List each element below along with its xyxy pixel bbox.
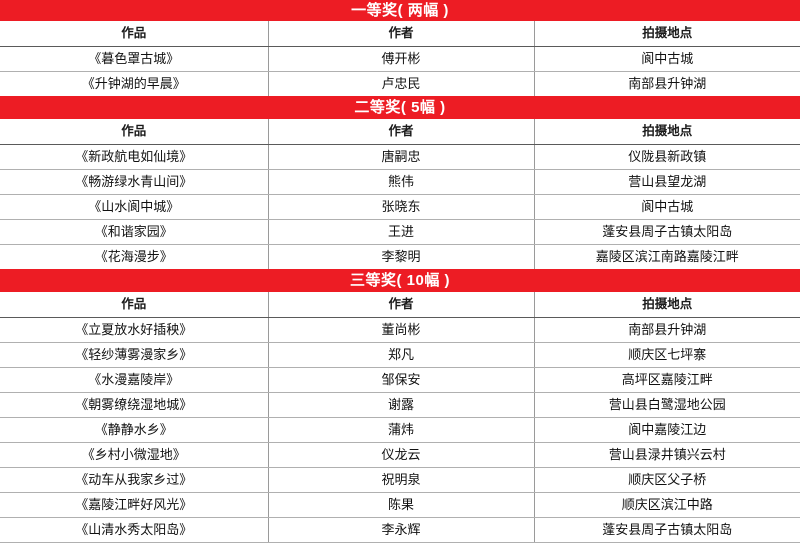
cell-work: 《暮色罩古城》 <box>0 46 269 72</box>
column-header-place: 拍摄地点 <box>534 21 800 47</box>
cell-place: 南部县升钟湖 <box>534 71 800 96</box>
table-row: 《乡村小微湿地》 仪龙云 营山县渌井镇兴云村 <box>0 442 800 468</box>
cell-place: 顺庆区父子桥 <box>534 467 800 493</box>
table-row: 《山清水秀太阳岛》 李永辉 蓬安县周子古镇太阳岛 <box>0 517 800 543</box>
cell-place: 南部县升钟湖 <box>534 317 800 343</box>
table-row: 《静静水乡》 蒲炜 阆中嘉陵江边 <box>0 417 800 443</box>
column-header-place: 拍摄地点 <box>534 292 800 318</box>
table-row: 《动车从我家乡过》 祝明泉 顺庆区父子桥 <box>0 467 800 493</box>
cell-work: 《山水阆中城》 <box>0 194 269 220</box>
section-banner-label: 一等奖( 两幅 ) <box>0 0 800 21</box>
column-header-work: 作品 <box>0 21 269 47</box>
table-row: 《立夏放水好插秧》 董尚彬 南部县升钟湖 <box>0 317 800 343</box>
column-header-work: 作品 <box>0 292 269 318</box>
cell-author: 董尚彬 <box>268 317 535 343</box>
cell-author: 唐嗣忠 <box>268 144 535 170</box>
column-header-row-second-prize: 作品 作者 拍摄地点 <box>0 119 800 145</box>
cell-author: 傅开彬 <box>268 46 535 72</box>
cell-work: 《嘉陵江畔好风光》 <box>0 492 269 518</box>
cell-place: 蓬安县周子古镇太阳岛 <box>534 219 800 245</box>
cell-work: 《山清水秀太阳岛》 <box>0 517 269 543</box>
cell-work: 《和谐家园》 <box>0 219 269 245</box>
table-row: 《嘉陵江畔好风光》 陈果 顺庆区滨江中路 <box>0 492 800 518</box>
column-header-author: 作者 <box>268 21 535 47</box>
cell-place: 阆中古城 <box>534 46 800 72</box>
cell-work: 《朝雾缭绕湿地城》 <box>0 392 269 418</box>
cell-place: 阆中嘉陵江边 <box>534 417 800 443</box>
cell-author: 谢露 <box>268 392 535 418</box>
cell-author: 祝明泉 <box>268 467 535 493</box>
cell-author: 蒲炜 <box>268 417 535 443</box>
cell-work: 《乡村小微湿地》 <box>0 442 269 468</box>
column-header-row-first-prize: 作品 作者 拍摄地点 <box>0 21 800 47</box>
cell-work: 《立夏放水好插秧》 <box>0 317 269 343</box>
cell-author: 张晓东 <box>268 194 535 220</box>
column-header-author: 作者 <box>268 292 535 318</box>
table-row: 《和谐家园》 王进 蓬安县周子古镇太阳岛 <box>0 219 800 245</box>
cell-author: 邹保安 <box>268 367 535 393</box>
cell-author: 陈果 <box>268 492 535 518</box>
cell-place: 顺庆区七坪寨 <box>534 342 800 368</box>
section-banner-first-prize: 一等奖( 两幅 ) <box>0 0 800 21</box>
table-row: 《朝雾缭绕湿地城》 谢露 营山县白鹭湿地公园 <box>0 392 800 418</box>
cell-place: 营山县望龙湖 <box>534 169 800 195</box>
table-row: 《畅游绿水青山间》 熊伟 营山县望龙湖 <box>0 169 800 195</box>
section-banner-label: 三等奖( 10幅 ) <box>0 269 800 292</box>
cell-author: 王进 <box>268 219 535 245</box>
table-row: 《山水阆中城》 张晓东 阆中古城 <box>0 194 800 220</box>
section-banner-second-prize: 二等奖( 5幅 ) <box>0 96 800 119</box>
cell-place: 仪陇县新政镇 <box>534 144 800 170</box>
cell-work: 《花海漫步》 <box>0 244 269 269</box>
cell-work: 《畅游绿水青山间》 <box>0 169 269 195</box>
table-row: 《水漫嘉陵岸》 邹保安 高坪区嘉陵江畔 <box>0 367 800 393</box>
cell-place: 营山县白鹭湿地公园 <box>534 392 800 418</box>
cell-work: 《水漫嘉陵岸》 <box>0 367 269 393</box>
cell-author: 李黎明 <box>268 244 535 269</box>
column-header-author: 作者 <box>268 119 535 145</box>
cell-author: 仪龙云 <box>268 442 535 468</box>
table-row: 《升钟湖的早晨》 卢忠民 南部县升钟湖 <box>0 71 800 96</box>
cell-work: 《升钟湖的早晨》 <box>0 71 269 96</box>
table-row: 《暮色罩古城》 傅开彬 阆中古城 <box>0 46 800 72</box>
cell-place: 营山县渌井镇兴云村 <box>534 442 800 468</box>
section-banner-third-prize: 三等奖( 10幅 ) <box>0 269 800 292</box>
column-header-work: 作品 <box>0 119 269 145</box>
column-header-place: 拍摄地点 <box>534 119 800 145</box>
column-header-row-third-prize: 作品 作者 拍摄地点 <box>0 292 800 318</box>
table-row: 《轻纱薄雾漫家乡》 郑凡 顺庆区七坪寨 <box>0 342 800 368</box>
cell-place: 蓬安县周子古镇太阳岛 <box>534 517 800 543</box>
cell-work: 《新政航电如仙境》 <box>0 144 269 170</box>
cell-author: 李永辉 <box>268 517 535 543</box>
cell-author: 郑凡 <box>268 342 535 368</box>
cell-work: 《轻纱薄雾漫家乡》 <box>0 342 269 368</box>
cell-place: 高坪区嘉陵江畔 <box>534 367 800 393</box>
cell-author: 卢忠民 <box>268 71 535 96</box>
section-banner-label: 二等奖( 5幅 ) <box>0 96 800 119</box>
cell-place: 嘉陵区滨江南路嘉陵江畔 <box>534 244 800 269</box>
cell-work: 《动车从我家乡过》 <box>0 467 269 493</box>
cell-work: 《静静水乡》 <box>0 417 269 443</box>
table-row: 《花海漫步》 李黎明 嘉陵区滨江南路嘉陵江畔 <box>0 244 800 269</box>
cell-place: 顺庆区滨江中路 <box>534 492 800 518</box>
cell-place: 阆中古城 <box>534 194 800 220</box>
cell-author: 熊伟 <box>268 169 535 195</box>
table-row: 《新政航电如仙境》 唐嗣忠 仪陇县新政镇 <box>0 144 800 170</box>
